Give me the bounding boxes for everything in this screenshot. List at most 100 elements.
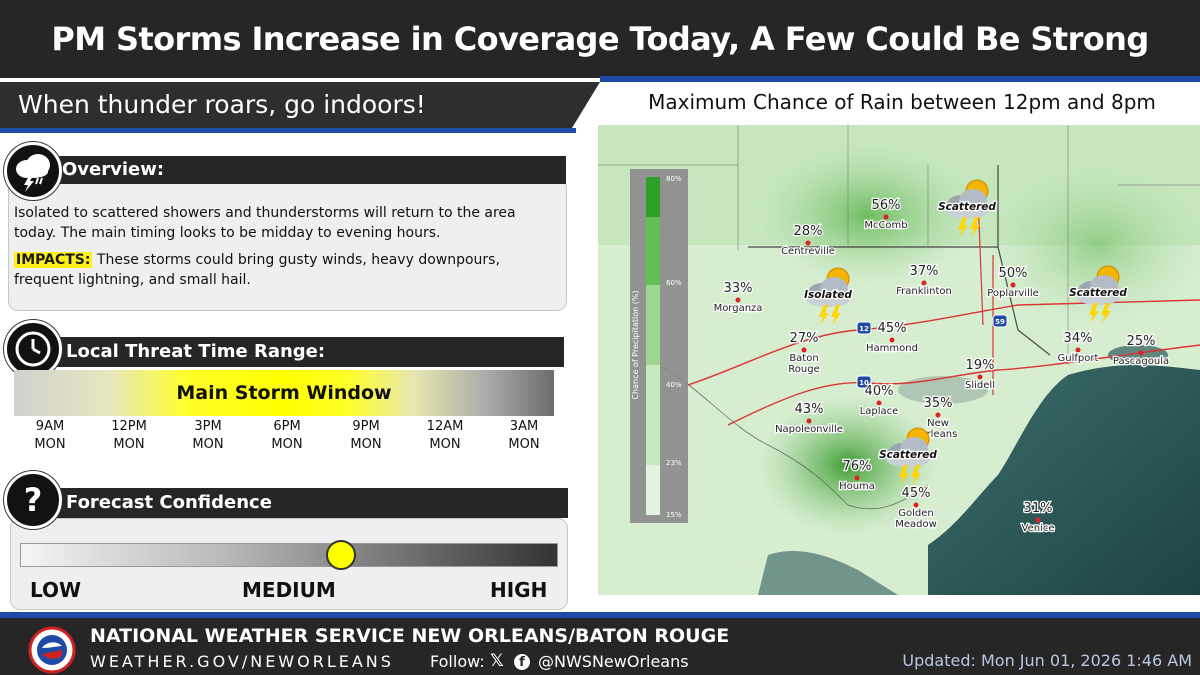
nws-logo-icon xyxy=(28,626,76,674)
map-city-value: 35% xyxy=(924,396,953,411)
map-city-dot xyxy=(854,475,860,481)
confidence-scale xyxy=(20,543,558,567)
map-city-name: Gulfport xyxy=(1058,353,1099,364)
map-city: 43% Napoleonville xyxy=(774,401,844,437)
time-label: 3PM MON xyxy=(178,418,238,454)
time-label-hour: 12PM xyxy=(111,419,147,434)
footer-accent-stripe xyxy=(0,612,1200,618)
map-canvas: Chance of Precipitation (%) 80% 60% 40% 23%… xyxy=(598,125,1200,595)
time-label: 9AM MON xyxy=(20,418,80,454)
time-label-hour: 3PM xyxy=(194,419,222,434)
map-city-dot xyxy=(977,374,983,380)
lightning-icon xyxy=(831,305,841,325)
map-city-name: Poplarville xyxy=(987,288,1039,299)
map-city-value: 50% xyxy=(999,266,1028,281)
map-city-name: Franklinton xyxy=(896,286,952,297)
map-city-value: 33% xyxy=(724,281,753,296)
time-label: 6PM MON xyxy=(257,418,317,454)
cloud-icon xyxy=(886,451,930,467)
map-parish-lines xyxy=(657,364,929,510)
map-gulf-west-water xyxy=(758,550,898,595)
time-label-day: MON xyxy=(192,437,224,452)
map-city-value: 28% xyxy=(794,224,823,239)
subtitle-band xyxy=(0,82,600,128)
map-city-name: Laplace xyxy=(860,406,899,417)
time-label-day: MON xyxy=(508,437,540,452)
footer-website-link[interactable]: WEATHER.GOV/NEWORLEANS xyxy=(90,652,394,671)
map-lake-pontchartrain xyxy=(898,376,988,404)
facebook-icon[interactable]: f xyxy=(514,654,530,670)
map-city-dot xyxy=(806,418,812,424)
threat-time-gradient xyxy=(14,370,554,416)
interstate-number: 12 xyxy=(859,325,869,333)
map-badges: Scattered Isolated Scattered Scattered xyxy=(803,179,1129,485)
footer-updated-timestamp: Updated: Mon Jun 01, 2026 1:46 AM xyxy=(902,651,1192,670)
legend-title: Chance of Precipitation (%) xyxy=(631,290,640,399)
map-city: 40% Laplace xyxy=(858,383,899,419)
badge-label: Scattered xyxy=(938,201,996,213)
map-city-name: Slidell xyxy=(965,380,995,391)
map-city-name: Pascagoula xyxy=(1113,356,1169,367)
map-city-value: 37% xyxy=(910,264,939,279)
map-gulf-water xyxy=(928,365,1200,595)
overview-text: Isolated to scattered showers and thunde… xyxy=(14,205,516,241)
map-city-dot xyxy=(1010,282,1016,288)
map-sound-water xyxy=(1108,345,1168,365)
footer-follow-label: Follow: xyxy=(430,652,485,671)
map-city-value: 45% xyxy=(902,486,931,501)
badge-label: Scattered xyxy=(879,449,937,461)
map-city-name-line: Baton xyxy=(789,353,818,364)
map-city-dot xyxy=(801,347,807,353)
confidence-medium-label: MEDIUM xyxy=(242,578,336,602)
legend-tick-label: 40% xyxy=(666,381,682,389)
map-city-dot xyxy=(805,240,811,246)
map-city-name: Baton Rouge xyxy=(788,353,819,375)
legend-band-30 xyxy=(646,365,660,465)
map-city-name: McComb xyxy=(864,220,907,231)
interstate-shield-icon xyxy=(856,375,872,389)
lightning-icon xyxy=(819,305,829,325)
map-city-name-line: New xyxy=(927,418,949,429)
header-bar: PM Storms Increase in Coverage Today, A … xyxy=(0,0,1200,78)
map-city-name-line: Meadow xyxy=(895,519,937,530)
map-city-value: 19% xyxy=(966,358,995,373)
map-city-dot xyxy=(889,337,895,343)
map-city-value: 31% xyxy=(1024,501,1053,516)
clock-icon xyxy=(4,320,62,378)
legend-tick-label: 60% xyxy=(666,279,682,287)
map-city-name: Golden Meadow xyxy=(895,508,937,530)
map-mccomb-shading xyxy=(758,145,978,285)
map-city: 27% Baton Rouge xyxy=(787,330,821,377)
footer-social-handle[interactable]: @NWSNewOrleans xyxy=(538,652,689,671)
impacts-text: These storms could bring gusty winds, he… xyxy=(14,252,500,288)
map-city: 45% Hammond xyxy=(865,320,919,356)
map-city-dot xyxy=(1075,347,1081,353)
interstate-number: 59 xyxy=(995,318,1005,326)
map-city-dot xyxy=(876,400,882,406)
legend-ticks: 80% 60% 40% 23% 15% xyxy=(666,175,682,519)
x-logo-icon[interactable]: 𝕏 xyxy=(490,651,504,671)
badge-label: Isolated xyxy=(804,289,852,301)
time-label: 12AM MON xyxy=(415,418,475,454)
legend-band-70 xyxy=(646,217,660,285)
map-city: 50% Poplarville xyxy=(986,265,1040,301)
thunderstorm-badge-icon: Scattered xyxy=(878,427,939,485)
time-label-hour: 3AM xyxy=(509,419,539,434)
time-label-hour: 9AM xyxy=(35,419,65,434)
map-city: 25% Pascagoula xyxy=(1112,333,1171,369)
threat-heading: Local Threat Time Range: xyxy=(40,337,564,367)
time-label-day: MON xyxy=(271,437,303,452)
map-city: 31% Venice xyxy=(1020,500,1055,536)
question-mark-icon: ? xyxy=(4,471,62,529)
map-city-dot xyxy=(921,280,927,286)
confidence-high-label: HIGH xyxy=(490,578,548,602)
overview-impacts: IMPACTS: These storms could bring gusty … xyxy=(14,250,562,290)
map-city: 28% Centreville xyxy=(780,223,836,259)
time-label: 12PM MON xyxy=(99,418,159,454)
time-label-day: MON xyxy=(34,437,66,452)
page-subtitle: When thunder roars, go indoors! xyxy=(18,90,426,119)
thunderstorm-badge-icon: Scattered xyxy=(937,179,998,237)
map-city: 76% Houma xyxy=(838,458,876,494)
map-city: 34% Gulfport xyxy=(1056,330,1099,366)
map-city-value: 25% xyxy=(1127,334,1156,349)
